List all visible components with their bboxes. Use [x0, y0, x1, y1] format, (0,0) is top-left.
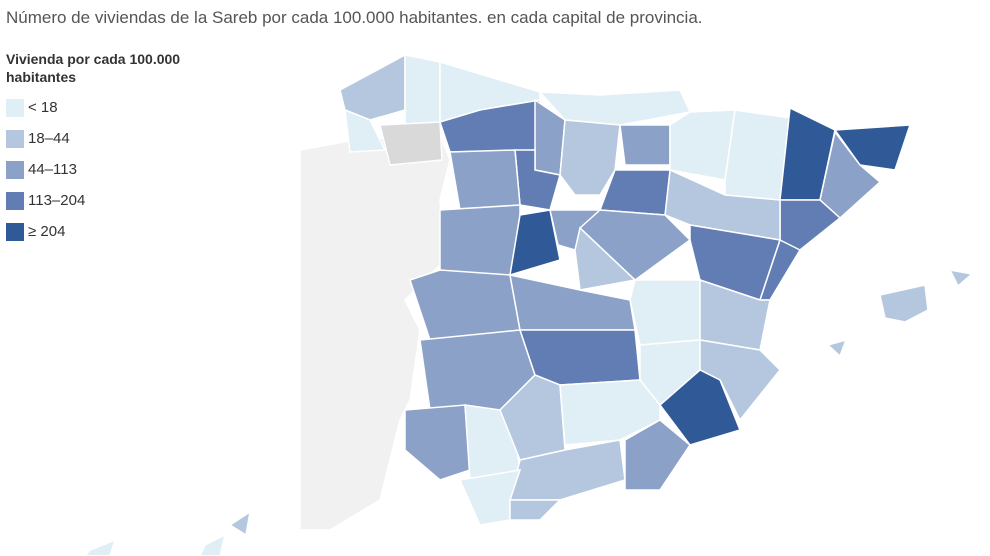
- province: [84, 538, 117, 556]
- title: Número de viviendas de la Sareb por cada…: [6, 8, 703, 27]
- province: [619, 124, 671, 166]
- province: [629, 279, 701, 346]
- legend-label: ≥ 204: [28, 223, 66, 240]
- province: [724, 109, 791, 201]
- province: [658, 369, 742, 446]
- province: [339, 53, 406, 121]
- province: [379, 121, 443, 166]
- province: [228, 510, 252, 537]
- legend-items: < 18 18–44 44–113 113–204 ≥ 204: [6, 92, 246, 247]
- provinces: [84, 53, 974, 556]
- province: [699, 278, 771, 351]
- legend-swatch: [6, 191, 24, 210]
- legend-label: 44–113: [28, 161, 77, 178]
- province: [669, 109, 736, 181]
- portugal: [299, 134, 451, 531]
- legend-swatch: [6, 129, 24, 148]
- province: [404, 54, 441, 126]
- province: [344, 108, 387, 153]
- province: [199, 533, 227, 556]
- legend-swatch: [6, 222, 24, 241]
- legend-label: < 18: [28, 99, 58, 116]
- legend-item: < 18: [6, 92, 246, 123]
- province: [826, 338, 848, 358]
- legend: Vivienda por cada 100.000 habitantes < 1…: [6, 50, 246, 247]
- province: [578, 209, 692, 281]
- province: [948, 268, 974, 288]
- province: [409, 269, 521, 341]
- legend-item: 113–204: [6, 185, 246, 216]
- legend-item: ≥ 204: [6, 216, 246, 247]
- province: [509, 499, 562, 521]
- province: [624, 419, 691, 491]
- legend-label: 113–204: [28, 192, 86, 209]
- legend-title: Vivienda por cada 100.000 habitantes: [6, 51, 181, 85]
- legend-swatch: [6, 98, 24, 117]
- legend-item: 18–44: [6, 123, 246, 154]
- legend-item: 44–113: [6, 154, 246, 185]
- province: [404, 404, 471, 481]
- province: [879, 284, 929, 323]
- province: [439, 204, 521, 281]
- province: [819, 130, 882, 220]
- province: [449, 149, 521, 211]
- province: [509, 274, 636, 331]
- province: [509, 209, 561, 277]
- legend-swatch: [6, 160, 24, 179]
- legend-label: 18–44: [28, 130, 70, 147]
